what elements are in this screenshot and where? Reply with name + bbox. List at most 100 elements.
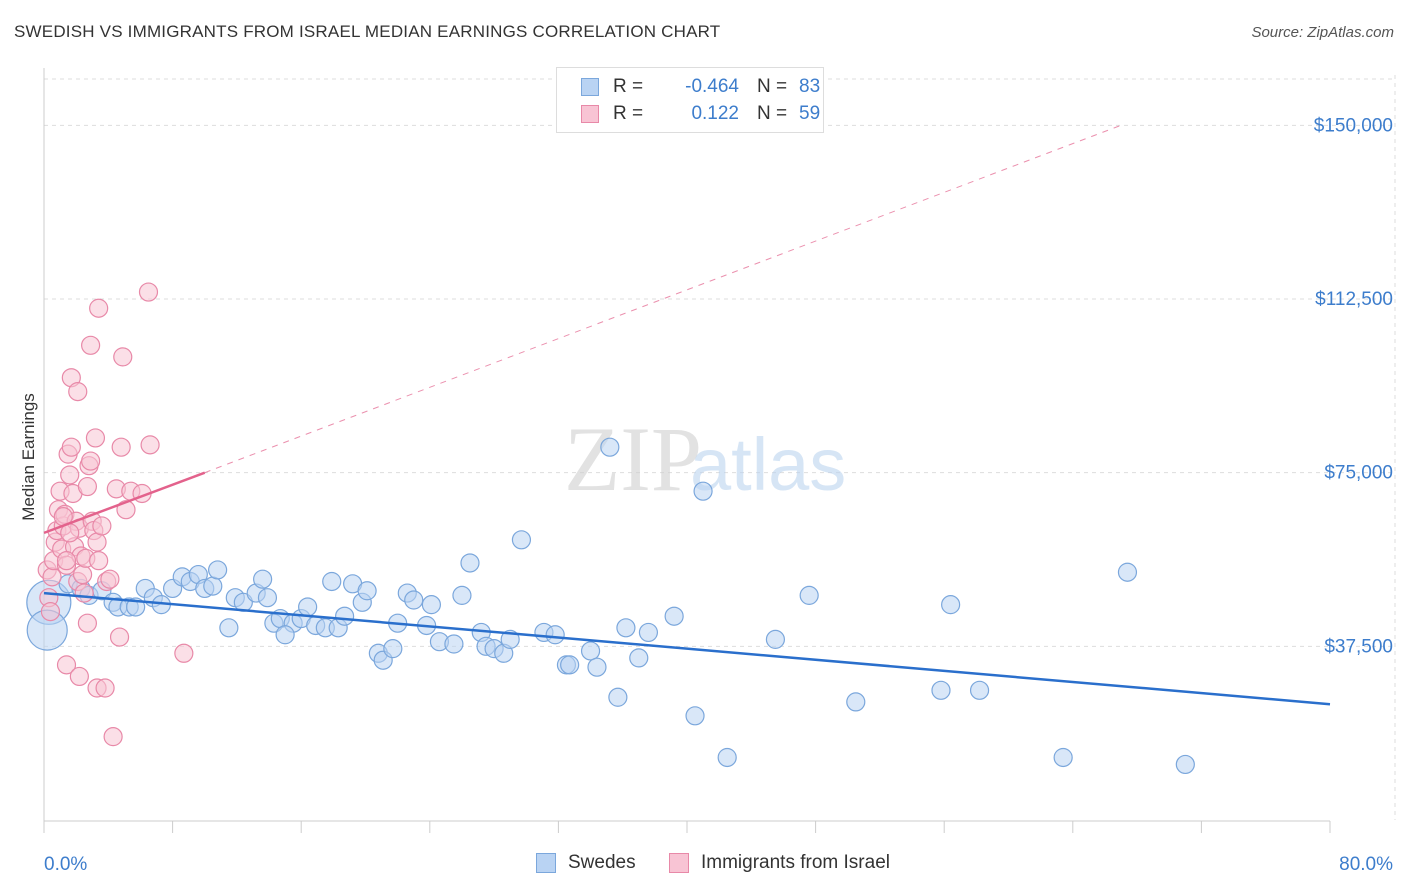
x-tick-label-min: 0.0% <box>44 854 87 875</box>
swedes-point <box>208 560 228 580</box>
israel-trend-extension <box>204 124 1122 474</box>
legend-n-value-swedes: 83 <box>799 76 821 97</box>
swedes-point <box>941 595 961 615</box>
legend-n-value-israel: 59 <box>799 103 821 124</box>
correlation-legend: R = -0.464 N = 83 R = 0.122 N = 59 <box>556 67 824 133</box>
israel-point <box>85 428 106 448</box>
swedes-point <box>203 576 223 596</box>
israel-point <box>61 437 81 457</box>
israel-point <box>95 678 115 698</box>
israel-point <box>89 551 109 571</box>
legend-swatch-israel <box>581 105 599 123</box>
swedes-point <box>545 625 565 645</box>
source-credit: Source: ZipAtlas.com <box>1251 24 1394 41</box>
watermark-zip: ZIP <box>564 408 702 510</box>
israel-point <box>111 437 131 457</box>
swedes-point <box>219 618 239 638</box>
swedes-point <box>629 648 649 668</box>
israel-point <box>72 564 93 585</box>
israel-point <box>81 335 101 355</box>
swedes-point <box>765 629 786 649</box>
data-points <box>26 282 1195 775</box>
israel-point <box>56 551 77 571</box>
israel-point <box>74 583 94 603</box>
swedes-point <box>335 606 355 626</box>
watermark-atlas: atlas <box>690 423 846 506</box>
swedes-point <box>1175 754 1195 775</box>
legend-r-value-israel: 0.122 <box>691 103 739 124</box>
swedes-point <box>460 553 480 573</box>
chart-title: SWEDISH VS IMMIGRANTS FROM ISRAEL MEDIAN… <box>14 22 721 41</box>
swedes-point <box>511 530 532 550</box>
israel-point <box>92 516 112 536</box>
swedes-point <box>257 588 278 608</box>
israel-point <box>81 451 101 471</box>
swedes-point <box>452 585 472 605</box>
swedes-point <box>383 639 403 659</box>
legend-n-label: N = <box>757 76 788 97</box>
axes <box>43 68 1331 833</box>
israel-point <box>138 282 159 302</box>
legend-r-label: R = <box>613 76 644 97</box>
swedes-point <box>638 622 659 643</box>
swedes-point <box>969 680 990 700</box>
swedes-point <box>1117 562 1138 582</box>
swedes-point <box>298 597 318 617</box>
y-axis-label: Median Earnings <box>19 393 38 521</box>
israel-point <box>109 627 130 647</box>
bottom-legend-swatch-israel <box>669 853 689 873</box>
israel-point <box>68 382 88 402</box>
bottom-legend-label-swedes: Swedes <box>568 852 636 873</box>
swedes-point <box>275 625 295 645</box>
x-tick-label-max: 80.0% <box>1339 854 1393 875</box>
israel-trend-line <box>43 471 206 535</box>
watermark: ZIP atlas <box>564 408 846 510</box>
swedes-point <box>664 606 684 626</box>
israel-point <box>60 465 80 485</box>
swedes-point <box>616 618 636 638</box>
israel-point <box>89 298 109 318</box>
swedes-point <box>1053 747 1073 768</box>
swedes-point <box>931 680 951 700</box>
swedes-point <box>404 590 424 610</box>
swedes-point <box>608 687 628 707</box>
swedes-point <box>587 657 607 677</box>
swedes-point <box>253 569 273 589</box>
swedes-point <box>357 581 377 601</box>
y-tick-label: $112,500 <box>1315 289 1393 310</box>
israel-point <box>87 532 107 552</box>
legend-r-value-swedes: -0.464 <box>685 76 739 97</box>
swedes-point <box>600 437 620 457</box>
tick-labels: $37,500 $75,000 $112,500 $150,000 0.0% 80.0% <box>44 115 1393 875</box>
israel-point <box>116 500 136 520</box>
swedes-point <box>580 641 601 661</box>
swedes-point <box>799 585 819 605</box>
y-tick-label: $150,000 <box>1314 115 1393 136</box>
legend-r-label: R = <box>613 103 644 124</box>
y-tick-label: $37,500 <box>1324 636 1393 657</box>
israel-point <box>42 567 62 587</box>
swedes-point <box>322 571 342 592</box>
swedes-point <box>560 655 580 675</box>
israel-point <box>77 476 98 497</box>
israel-point <box>100 569 120 589</box>
israel-point <box>140 435 160 455</box>
legend-n-label: N = <box>757 103 788 124</box>
y-tick-label: $75,000 <box>1324 463 1393 484</box>
israel-point <box>56 655 77 675</box>
legend-swatch-swedes <box>581 78 599 96</box>
swedes-trend-line <box>43 591 1331 706</box>
swedes-point <box>846 692 866 712</box>
israel-point <box>103 727 123 747</box>
swedes-point <box>421 595 442 615</box>
swedes-point <box>444 634 464 654</box>
israel-point <box>113 347 133 367</box>
swedes-point <box>693 481 713 501</box>
bottom-legend-label-israel: Immigrants from Israel <box>701 852 890 873</box>
israel-point <box>174 643 194 663</box>
trend-lines <box>43 124 1331 706</box>
israel-point <box>69 666 89 687</box>
israel-point <box>77 613 98 633</box>
swedes-point <box>685 706 705 726</box>
